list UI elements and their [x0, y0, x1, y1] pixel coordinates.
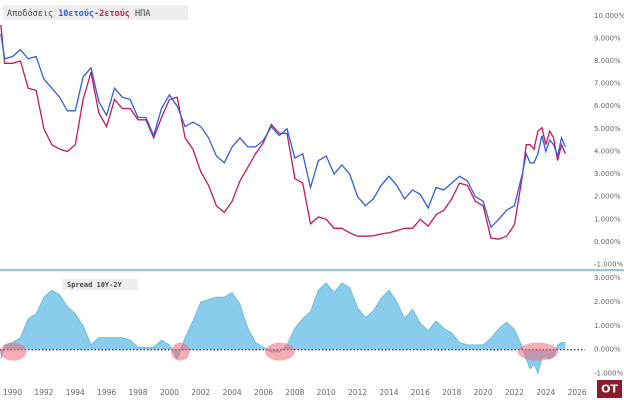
- y-tick-label: 0.000%: [594, 346, 621, 354]
- y-tick-label: 5.000%: [594, 125, 621, 133]
- x-tick-label: 1994: [66, 388, 85, 397]
- logo: OT: [601, 383, 618, 396]
- inversion-highlight: [265, 342, 295, 361]
- title-separator: -: [94, 9, 99, 19]
- chart-title: Αποδόσεις 10ετούς-2ετούς ΗΠΑ: [7, 8, 150, 19]
- inversion-highlight: [517, 342, 559, 361]
- y-tick-label: 2.000%: [594, 193, 621, 201]
- x-tick-label: 2026: [568, 388, 587, 397]
- y-tick-label: 10.000%: [594, 12, 624, 20]
- spread-title: Spread 10Y-2Y: [67, 281, 123, 289]
- x-tick-label: 2020: [474, 388, 493, 397]
- spread-title-box: [62, 279, 138, 290]
- inversion-highlight: [0, 342, 27, 361]
- y-tick-label: -1.000%: [594, 369, 624, 377]
- title-tail: ΗΠΑ: [135, 9, 150, 19]
- line-series: [0, 24, 566, 240]
- line-series: [0, 33, 566, 229]
- y-tick-label: 7.000%: [594, 80, 621, 88]
- y-tick-label: 8.000%: [594, 57, 621, 65]
- x-tick-label: 2008: [285, 388, 304, 397]
- x-tick-label: 2016: [411, 388, 430, 397]
- title-lead: Αποδόσεις: [7, 8, 53, 19]
- x-tick-label: 2000: [160, 388, 179, 397]
- y-tick-label: 6.000%: [594, 102, 621, 110]
- top-panel: 10.000% 9.000% 8.000% 7.000% 6.000% 5.000% 4.0…: [0, 12, 624, 268]
- x-tick-label: 1996: [97, 388, 116, 397]
- x-tick-label: 2006: [254, 388, 273, 397]
- x-tick-label: 2002: [191, 388, 210, 397]
- x-tick-label: 2010: [317, 388, 336, 397]
- legend-10y: 10ετούς: [58, 9, 94, 19]
- bottom-panel: 3.000% 2.000% 1.000% 0.000% -1.000% 1990 1992 1…: [0, 274, 624, 397]
- y-tick-label: 2.000%: [594, 298, 621, 306]
- x-tick-label: 2018: [442, 388, 461, 397]
- y-tick-label: 9.000%: [594, 34, 621, 42]
- y-tick-label: 4.000%: [594, 147, 621, 155]
- x-tick-label: 1998: [128, 388, 147, 397]
- y-tick-label: 0.000%: [594, 238, 621, 246]
- x-tick-label: 2014: [379, 388, 398, 397]
- x-tick-label: 1990: [3, 388, 22, 397]
- x-tick-label: 1992: [34, 388, 53, 397]
- y-tick-label: 3.000%: [594, 170, 621, 178]
- title-box: [3, 5, 188, 20]
- y-tick-label: -1.000%: [594, 260, 624, 268]
- x-tick-label: 2024: [536, 388, 555, 397]
- inversion-highlight: [170, 342, 190, 361]
- y-tick-label: 1.000%: [594, 215, 621, 223]
- area-line: [0, 282, 566, 375]
- y-tick-label: 1.000%: [594, 322, 621, 330]
- logo-box: [597, 380, 622, 398]
- y-tick-label: 3.000%: [594, 274, 621, 282]
- x-tick-label: 2012: [348, 388, 367, 397]
- x-tick-label: 2022: [505, 388, 524, 397]
- x-tick-label: 2004: [223, 388, 242, 397]
- legend-2y: 2ετούς: [99, 9, 130, 19]
